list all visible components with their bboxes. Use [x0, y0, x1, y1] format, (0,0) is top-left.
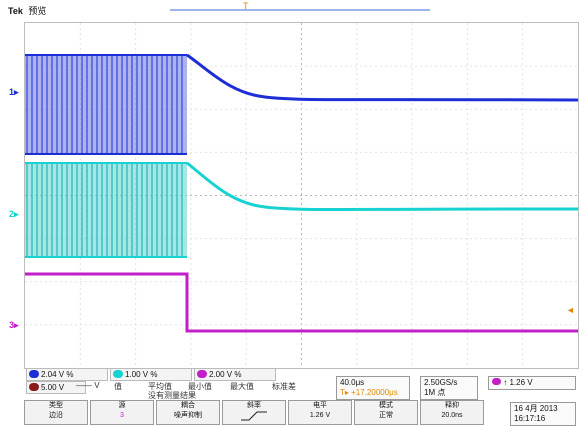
- softkey-source-value: 3: [120, 412, 124, 419]
- ch3-scale-text: 2.00 V: [209, 370, 233, 379]
- timebase-readout[interactable]: 40.0μs T▸ +17.20000μs: [336, 376, 410, 400]
- ch1-ground-marker[interactable]: 1▸: [9, 87, 19, 97]
- trigger-source-dot: [492, 378, 501, 385]
- brand-text: Tek: [8, 6, 23, 16]
- softkey-level-value: 1.26 V: [309, 412, 331, 419]
- math-label: 5.00 V: [41, 383, 65, 392]
- status-bar: 2.04 V % 1.00 V % 2.00 V % 5.00 V —— V 值…: [24, 368, 577, 400]
- ch2-ground-marker[interactable]: 2▸: [9, 209, 19, 219]
- ch2-color-dot: [113, 370, 123, 378]
- ch2-burst-edges: [25, 162, 187, 258]
- softkey-mode-label: 模式: [379, 402, 393, 409]
- softkey-level-label: 电平: [313, 402, 327, 409]
- record-view-bar: [170, 9, 430, 11]
- ch3-step-trace: [25, 272, 578, 333]
- sample-rate: 2.50GS/s: [424, 378, 458, 387]
- softkey-type-label: 类型: [49, 402, 63, 409]
- acquisition-state: 预览: [28, 6, 47, 16]
- softkey-holdoff-value: 20.0ns: [441, 412, 463, 419]
- ch2-burst-fill: [25, 163, 187, 257]
- ch2-scale-readout[interactable]: 1.00 V %: [110, 368, 192, 381]
- ch2-decay-trace: [186, 161, 578, 211]
- softkey-mode[interactable]: 模式 正常: [354, 400, 418, 425]
- meas-header-max: 最大值: [230, 382, 254, 391]
- softkey-holdoff[interactable]: 释抑 20.0ns: [420, 400, 484, 425]
- softkey-type-value: 边沿: [49, 412, 63, 419]
- ch3-ground-marker[interactable]: 3▸: [9, 320, 19, 330]
- softkey-source-label: 源: [118, 402, 126, 409]
- meas-header-mean: 平均值: [148, 382, 172, 391]
- ch1-burst-lines: [26, 55, 183, 154]
- trigger-readout[interactable]: ↑ 1.26 V: [488, 376, 576, 390]
- datetime-readout: 16 4月 2013 16:17:16: [510, 402, 576, 426]
- meas-header-stddev: 标准差: [272, 382, 296, 391]
- waveform-display[interactable]: 1▸ 2▸ 3▸ ◄: [9, 22, 579, 369]
- top-bar: Tek 预览 T: [0, 0, 587, 22]
- rising-edge-icon: [241, 411, 267, 421]
- softkey-slope-label: 斜率: [247, 402, 261, 409]
- softkey-row: 类型 边沿 源 3 耦合 噪声抑制 斜率 电平 1.26 V 模式 正常 释抑 …: [24, 400, 577, 426]
- math-readout[interactable]: 5.00 V: [26, 381, 86, 394]
- trigger-position-marker[interactable]: T: [243, 1, 249, 11]
- softkey-level[interactable]: 电平 1.26 V: [288, 400, 352, 425]
- softkey-coupling-label: 耦合: [181, 402, 195, 409]
- ch1-burst-fill: [25, 55, 187, 154]
- graticule: [25, 23, 578, 368]
- time-text: 16:17:16: [514, 414, 546, 423]
- sample-readout[interactable]: 2.50GS/s 1M 点: [420, 376, 478, 400]
- brand-label: Tek 预览: [8, 4, 46, 17]
- softkey-mode-value: 正常: [379, 412, 393, 419]
- softkey-coupling-value: 噪声抑制: [174, 412, 202, 419]
- trigger-slope: ↑: [503, 378, 508, 387]
- math-sub: —— V: [76, 381, 100, 390]
- softkey-slope[interactable]: 斜率: [222, 400, 286, 425]
- softkey-type[interactable]: 类型 边沿: [24, 400, 88, 425]
- ch3-color-dot: [197, 370, 207, 378]
- softkey-source[interactable]: 源 3: [90, 400, 154, 425]
- date-text: 16 4月 2013: [514, 404, 558, 413]
- ch1-burst-edges: [25, 54, 187, 155]
- meas-header-value: 值: [114, 382, 122, 391]
- ch3-scale-suffix: %: [234, 370, 242, 379]
- softkey-holdoff-label: 释抑: [445, 402, 459, 409]
- ch3-scale-readout[interactable]: 2.00 V %: [194, 368, 276, 381]
- math-color-dot: [29, 383, 39, 391]
- softkey-coupling[interactable]: 耦合 噪声抑制: [156, 400, 220, 425]
- ch2-scale-suffix: %: [150, 370, 158, 379]
- ch1-decay-trace: [186, 53, 578, 102]
- ch1-scale-suffix: %: [66, 370, 74, 379]
- ch1-color-dot: [29, 370, 39, 378]
- ch1-scale-text: 2.04 V: [41, 370, 65, 379]
- trigger-level-marker[interactable]: ◄: [566, 305, 575, 315]
- waveform-svg: [25, 23, 578, 368]
- timebase-offset: T▸ +17.20000μs: [340, 388, 398, 397]
- ch2-scale-text: 1.00 V: [125, 370, 149, 379]
- trigger-level: 1.26 V: [509, 378, 533, 387]
- ch2-burst-lines: [26, 163, 183, 257]
- meas-empty-hint: 没有测量结果: [148, 391, 196, 400]
- meas-header-min: 最小值: [188, 382, 212, 391]
- record-length: 1M 点: [424, 388, 446, 397]
- ch1-scale-readout[interactable]: 2.04 V %: [26, 368, 108, 381]
- timebase-scale: 40.0μs: [340, 378, 365, 387]
